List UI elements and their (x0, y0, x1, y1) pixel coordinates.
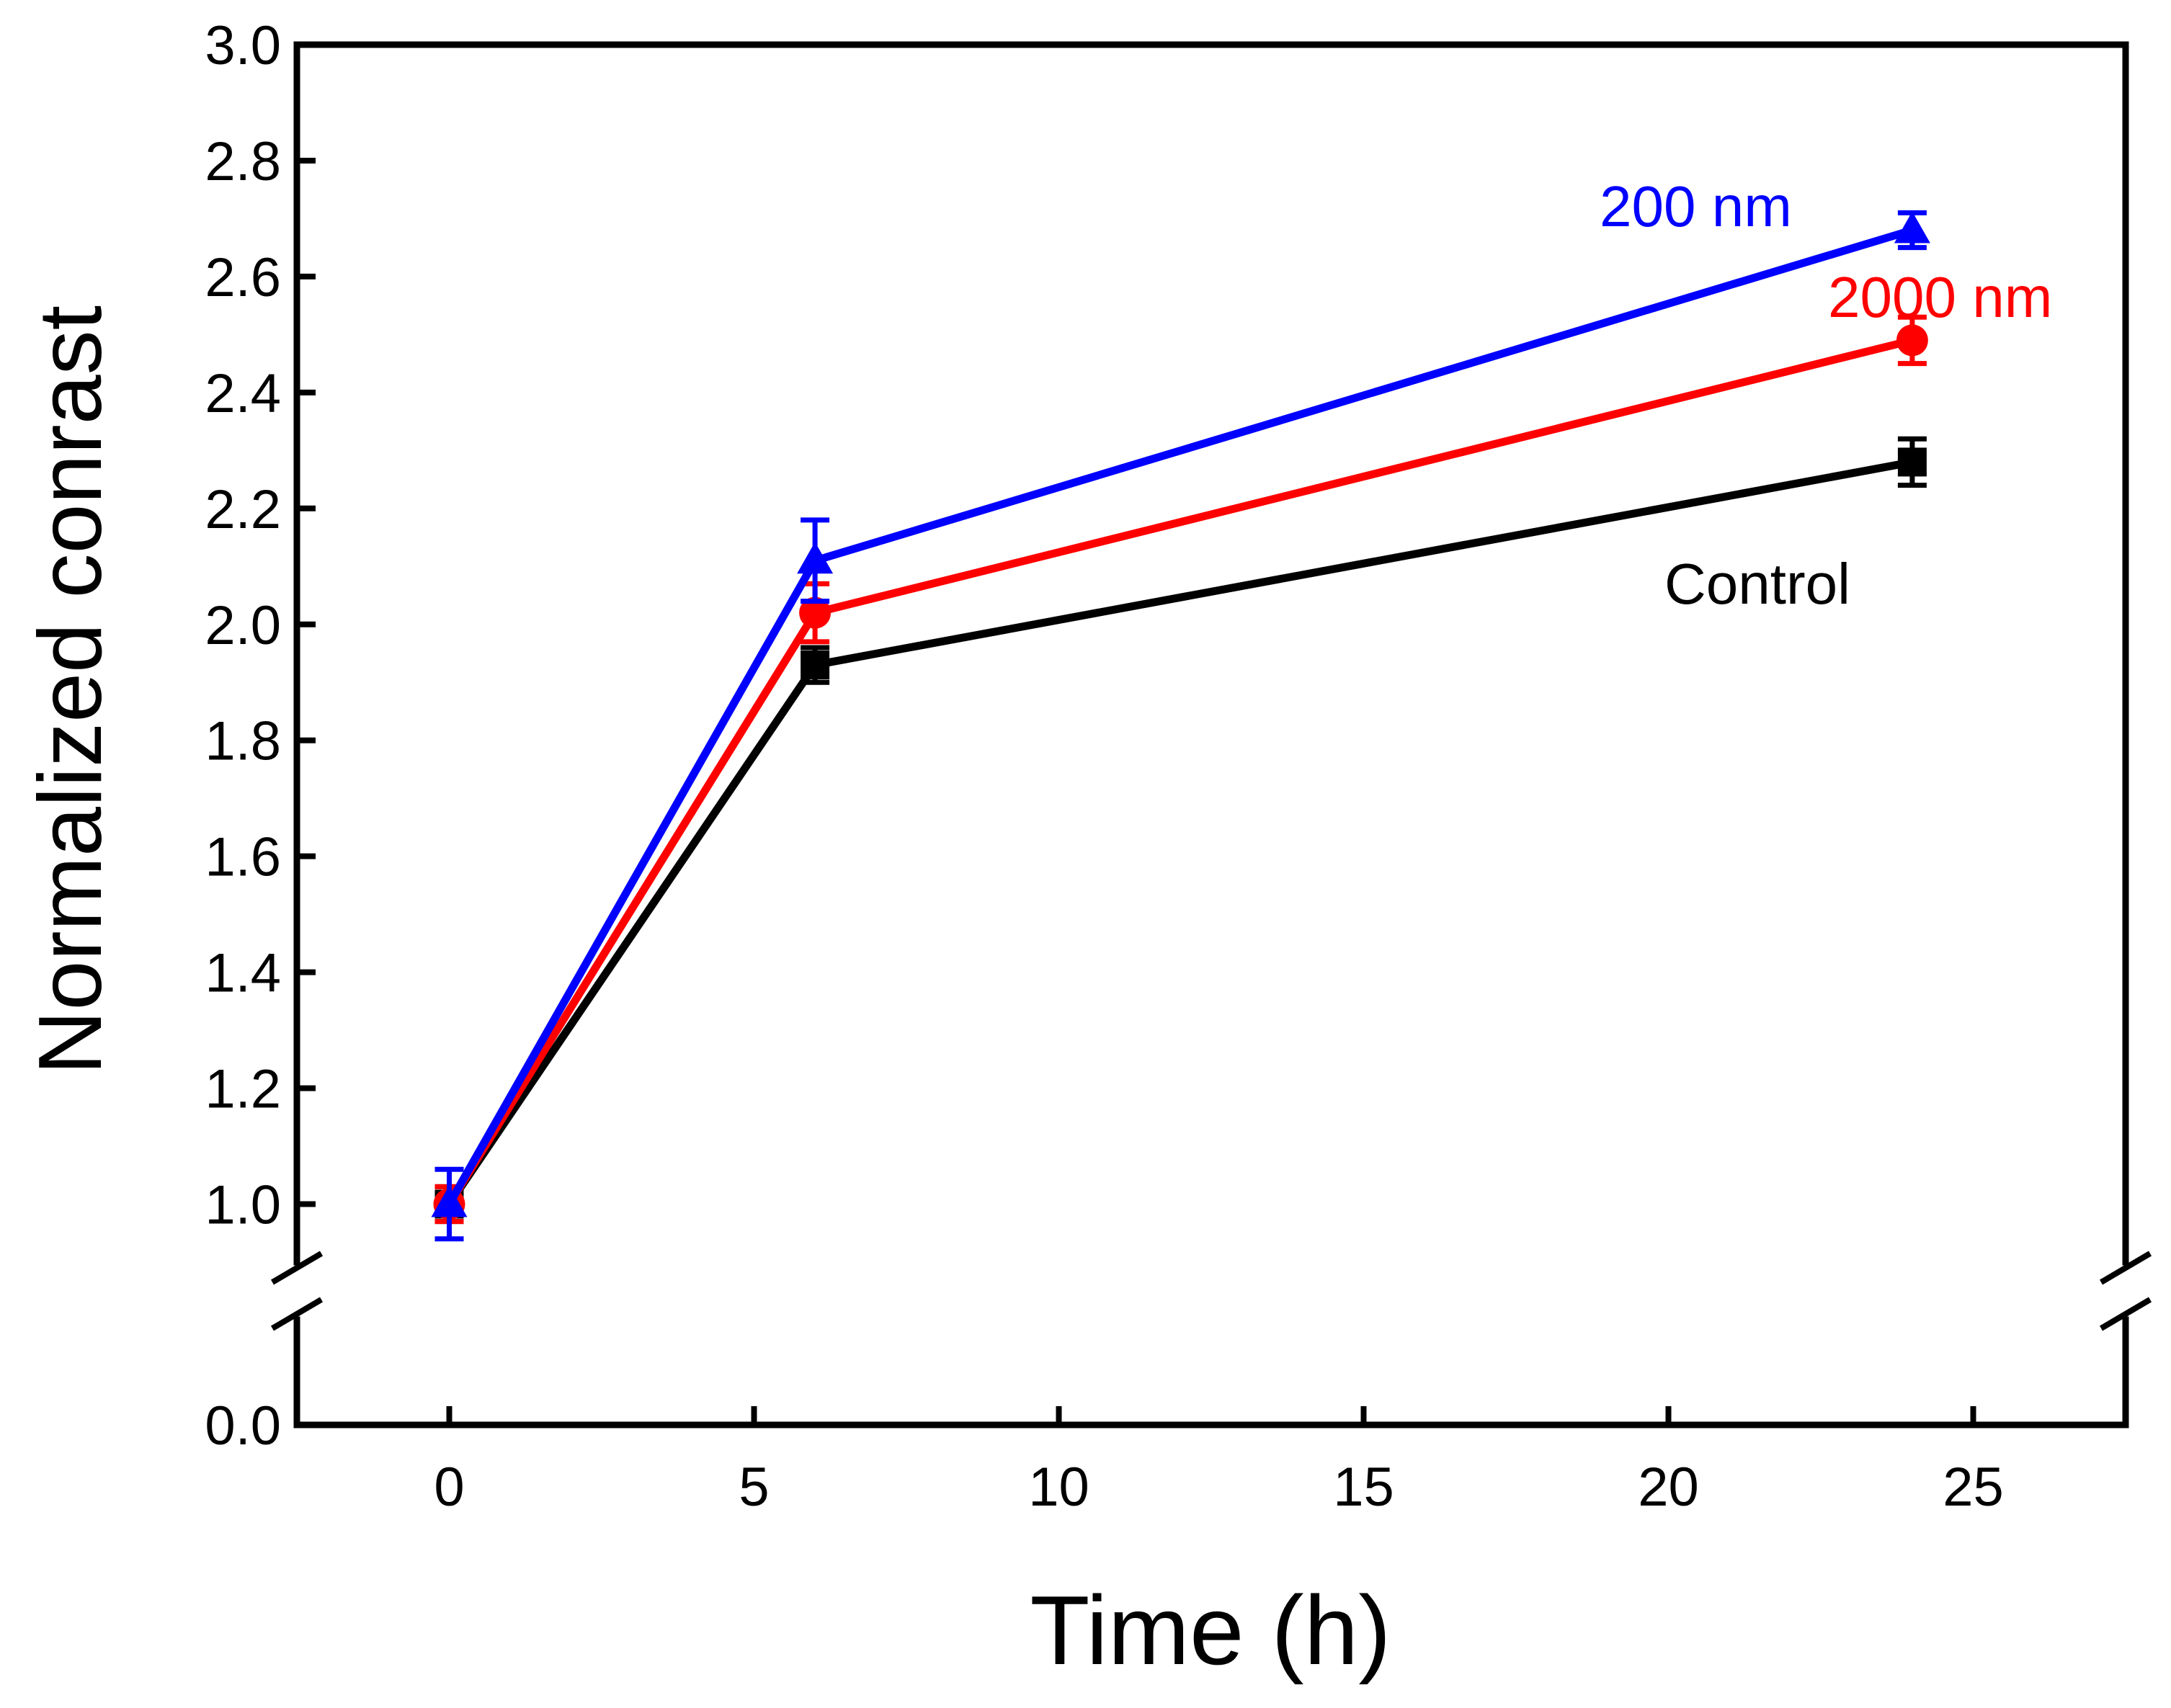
x-tick-label: 20 (1638, 1457, 1699, 1518)
plot-area (431, 210, 1930, 1242)
x-axis-title: Time (h) (1030, 1575, 1391, 1685)
y-tick-label: 3.0 (205, 15, 281, 76)
y-tick-label: 1.6 (205, 827, 281, 888)
y-tick-label: 1.0 (205, 1175, 281, 1236)
data-point-2000-nm (799, 596, 832, 629)
y-tick-label: 2.8 (205, 131, 281, 192)
x-tick-label: 15 (1333, 1457, 1394, 1518)
data-point-2000-nm (1896, 324, 1928, 357)
data-point-200-nm (797, 542, 834, 574)
annotation-2000nm: 2000 nm (1828, 265, 2052, 329)
tick-labels: 1.0 1.2 1.4 1.6 1.8 2.0 2.2 2.4 2.6 2.8 3.0 0.0 0 5 10… (205, 15, 2003, 1518)
x-tick-label: 25 (1943, 1457, 2004, 1518)
axes (270, 41, 2152, 1428)
axis-break-mark-left (270, 1251, 324, 1285)
y-tick-label: 0.0 (205, 1395, 281, 1457)
y-tick-label: 2.6 (205, 247, 281, 308)
y-tick-label: 2.2 (205, 479, 281, 540)
y-tick-label: 2.0 (205, 595, 281, 656)
x-tick-label: 10 (1028, 1457, 1089, 1518)
y-tick-label: 2.4 (205, 363, 281, 424)
y-tick-label: 1.2 (205, 1059, 281, 1120)
axis-break-mark-left (270, 1297, 324, 1331)
data-point-control (1897, 447, 1927, 477)
y-axis-title: Normalized conrast (21, 305, 120, 1075)
data-point-control (801, 650, 830, 680)
annotation-200nm: 200 nm (1600, 174, 1792, 238)
y-tick-label: 1.4 (205, 943, 281, 1004)
series-line-200-nm (445, 226, 1914, 1207)
data-point-200-nm (1894, 211, 1930, 243)
annotation-control: Control (1664, 552, 1850, 616)
data-point-200-nm (431, 1185, 468, 1217)
y-tick-label: 1.8 (205, 711, 281, 772)
x-tick-label: 0 (434, 1457, 464, 1518)
series-line-2000-nm (445, 336, 1914, 1207)
axis-break-mark-right (2099, 1251, 2152, 1285)
x-tick-label: 5 (739, 1457, 769, 1518)
axis-break-mark-right (2099, 1297, 2152, 1331)
